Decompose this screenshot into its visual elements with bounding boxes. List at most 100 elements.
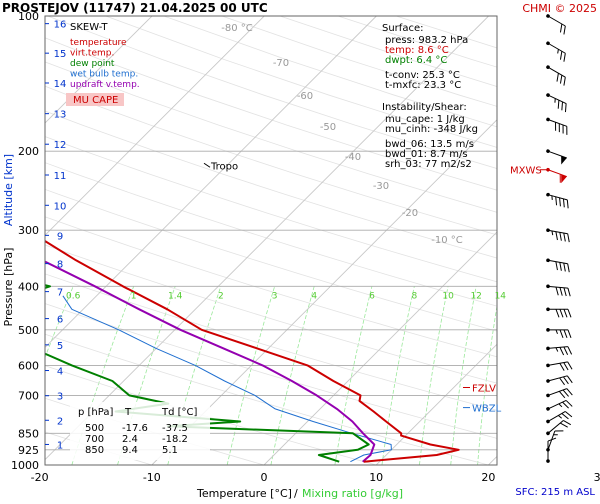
wind-barb-staff <box>547 361 568 366</box>
wind-barb-feather <box>563 232 566 242</box>
mixing-ratio-line <box>419 286 449 465</box>
level-table-cell: -17.6 <box>122 423 148 434</box>
mixing-ratio-line <box>270 286 315 465</box>
wind-barb-feather <box>558 391 566 399</box>
wind-barb-feather <box>564 103 567 113</box>
temperature-line <box>45 239 460 463</box>
wind-barb-dot <box>546 41 550 46</box>
x-axis-title: Temperature [°C] <box>196 487 292 500</box>
legend-item: temperature <box>70 38 127 48</box>
level-table-cell: 700 <box>85 434 104 445</box>
wind-barb-feather <box>567 309 572 318</box>
altitude-tick-label: 14 <box>54 79 67 90</box>
mixing-ratio-label: 3 <box>272 291 278 301</box>
wind-barb <box>546 307 572 318</box>
surface-press: press: 983.2 hPa <box>385 35 468 46</box>
mixing-ratio-label: 1.4 <box>168 291 183 301</box>
wind-barb-feather <box>559 75 563 84</box>
level-table-header: T <box>124 407 132 418</box>
level-table-cell: -37.5 <box>162 423 188 434</box>
tropopause-tick <box>203 162 211 168</box>
isotherm-line <box>45 16 489 461</box>
isotherm-label: -30 <box>373 181 389 192</box>
altitude-tick-label: 7 <box>57 288 63 299</box>
wind-barb-dot <box>546 117 550 122</box>
wind-barb-pennant <box>561 174 567 184</box>
wind-barb-feather <box>561 101 563 111</box>
wind-barb-feather <box>566 126 568 135</box>
wind-barb-feather <box>565 400 573 407</box>
isotherm-line <box>151 119 497 465</box>
temperature-tick-label: 20 <box>481 471 495 484</box>
wind-barb-staff <box>547 388 567 396</box>
wind-barb <box>546 117 568 135</box>
surface-dwpt: dwpt: 6.4 °C <box>385 55 447 66</box>
instability-srh03: srh_03: 77 m2/s2 <box>385 159 472 170</box>
wind-barb-half-feather <box>554 98 556 103</box>
instability-mu-cape: mu_cape: 1 J/kg <box>385 114 465 125</box>
wind-barb-half-feather <box>553 434 558 436</box>
wind-barb-feather <box>562 124 564 134</box>
isotherm-line <box>45 16 153 124</box>
wind-barb-staff <box>547 399 567 410</box>
wind-barb-half-feather <box>558 415 563 419</box>
isotherm-label: -80 °C <box>221 23 253 34</box>
pressure-tick-label: 300 <box>18 224 39 237</box>
isotherm-label: -40 <box>345 152 361 163</box>
wind-barb-half-feather <box>551 230 554 236</box>
wind-barb-feather <box>563 346 569 355</box>
wind-barb-dot <box>546 328 550 332</box>
dry-adiabat-line <box>45 216 497 358</box>
wind-barb-feather <box>555 309 560 318</box>
isotherm-label: -20 <box>402 208 418 219</box>
pressure-tick-label: 850 <box>18 427 39 440</box>
wind-barb-feather <box>559 197 561 207</box>
chart-title: PROSTEJOV (11747) 21.04.2025 00 UTC <box>2 1 268 15</box>
wind-barb-dot <box>546 192 550 197</box>
wind-barb-feather <box>562 401 569 409</box>
wind-barb-half-feather <box>555 329 558 335</box>
wind-barb-half-feather <box>551 195 553 201</box>
dry-adiabat-line <box>45 110 497 259</box>
altitude-tick-label: 11 <box>54 171 67 182</box>
mixing-ratio-line <box>512 286 531 465</box>
wind-barb-staff <box>547 15 566 27</box>
dry-adiabat-line <box>45 188 497 332</box>
wind-barb-dot <box>546 459 550 463</box>
altitude-tick-label: 15 <box>54 49 67 60</box>
wind-barb-dot <box>546 228 550 233</box>
mixing-ratio-label: 6 <box>369 291 375 301</box>
altitude-tick-label: 5 <box>57 341 63 352</box>
mxws-label: MXWS <box>510 166 542 177</box>
legend-title: SKEW-T <box>70 22 108 33</box>
mixing-ratio-line <box>582 286 594 465</box>
mixing-axis-title: Mixing ratio [g/kg] <box>302 487 403 500</box>
wind-barb-feather <box>567 263 570 273</box>
updraft-virtual-temp-line <box>45 260 376 463</box>
wind-barb <box>546 399 573 411</box>
wind-barb-feather <box>555 122 557 131</box>
level-table-bg <box>70 402 210 460</box>
x-axis-separator: / <box>294 487 298 500</box>
level-table-cell: 850 <box>85 445 104 456</box>
mixing-ratio-line <box>450 286 477 465</box>
wind-barb-staff <box>547 194 568 201</box>
wind-barb-feather <box>559 377 565 386</box>
altitude-tick-label: 13 <box>54 110 67 121</box>
pressure-tick-label: 925 <box>18 444 39 457</box>
mu-cape-label: MU CAPE <box>73 95 118 106</box>
wind-barb-dot <box>546 284 550 289</box>
temperature-tick-label: -10 <box>143 471 161 484</box>
wind-barb <box>546 430 564 452</box>
wind-barb <box>546 284 571 297</box>
mixing-ratio-line <box>381 286 415 465</box>
legend-item: virt.temp. <box>70 49 114 59</box>
level-table-cell: 2.4 <box>122 434 138 445</box>
wind-barb-feather <box>555 286 559 296</box>
wind-barb-feather <box>563 77 566 86</box>
isotherm-line <box>45 16 377 349</box>
dew-point-line <box>45 284 370 463</box>
wind-barb-staff <box>547 169 567 178</box>
wind-barb-staff <box>547 346 568 349</box>
